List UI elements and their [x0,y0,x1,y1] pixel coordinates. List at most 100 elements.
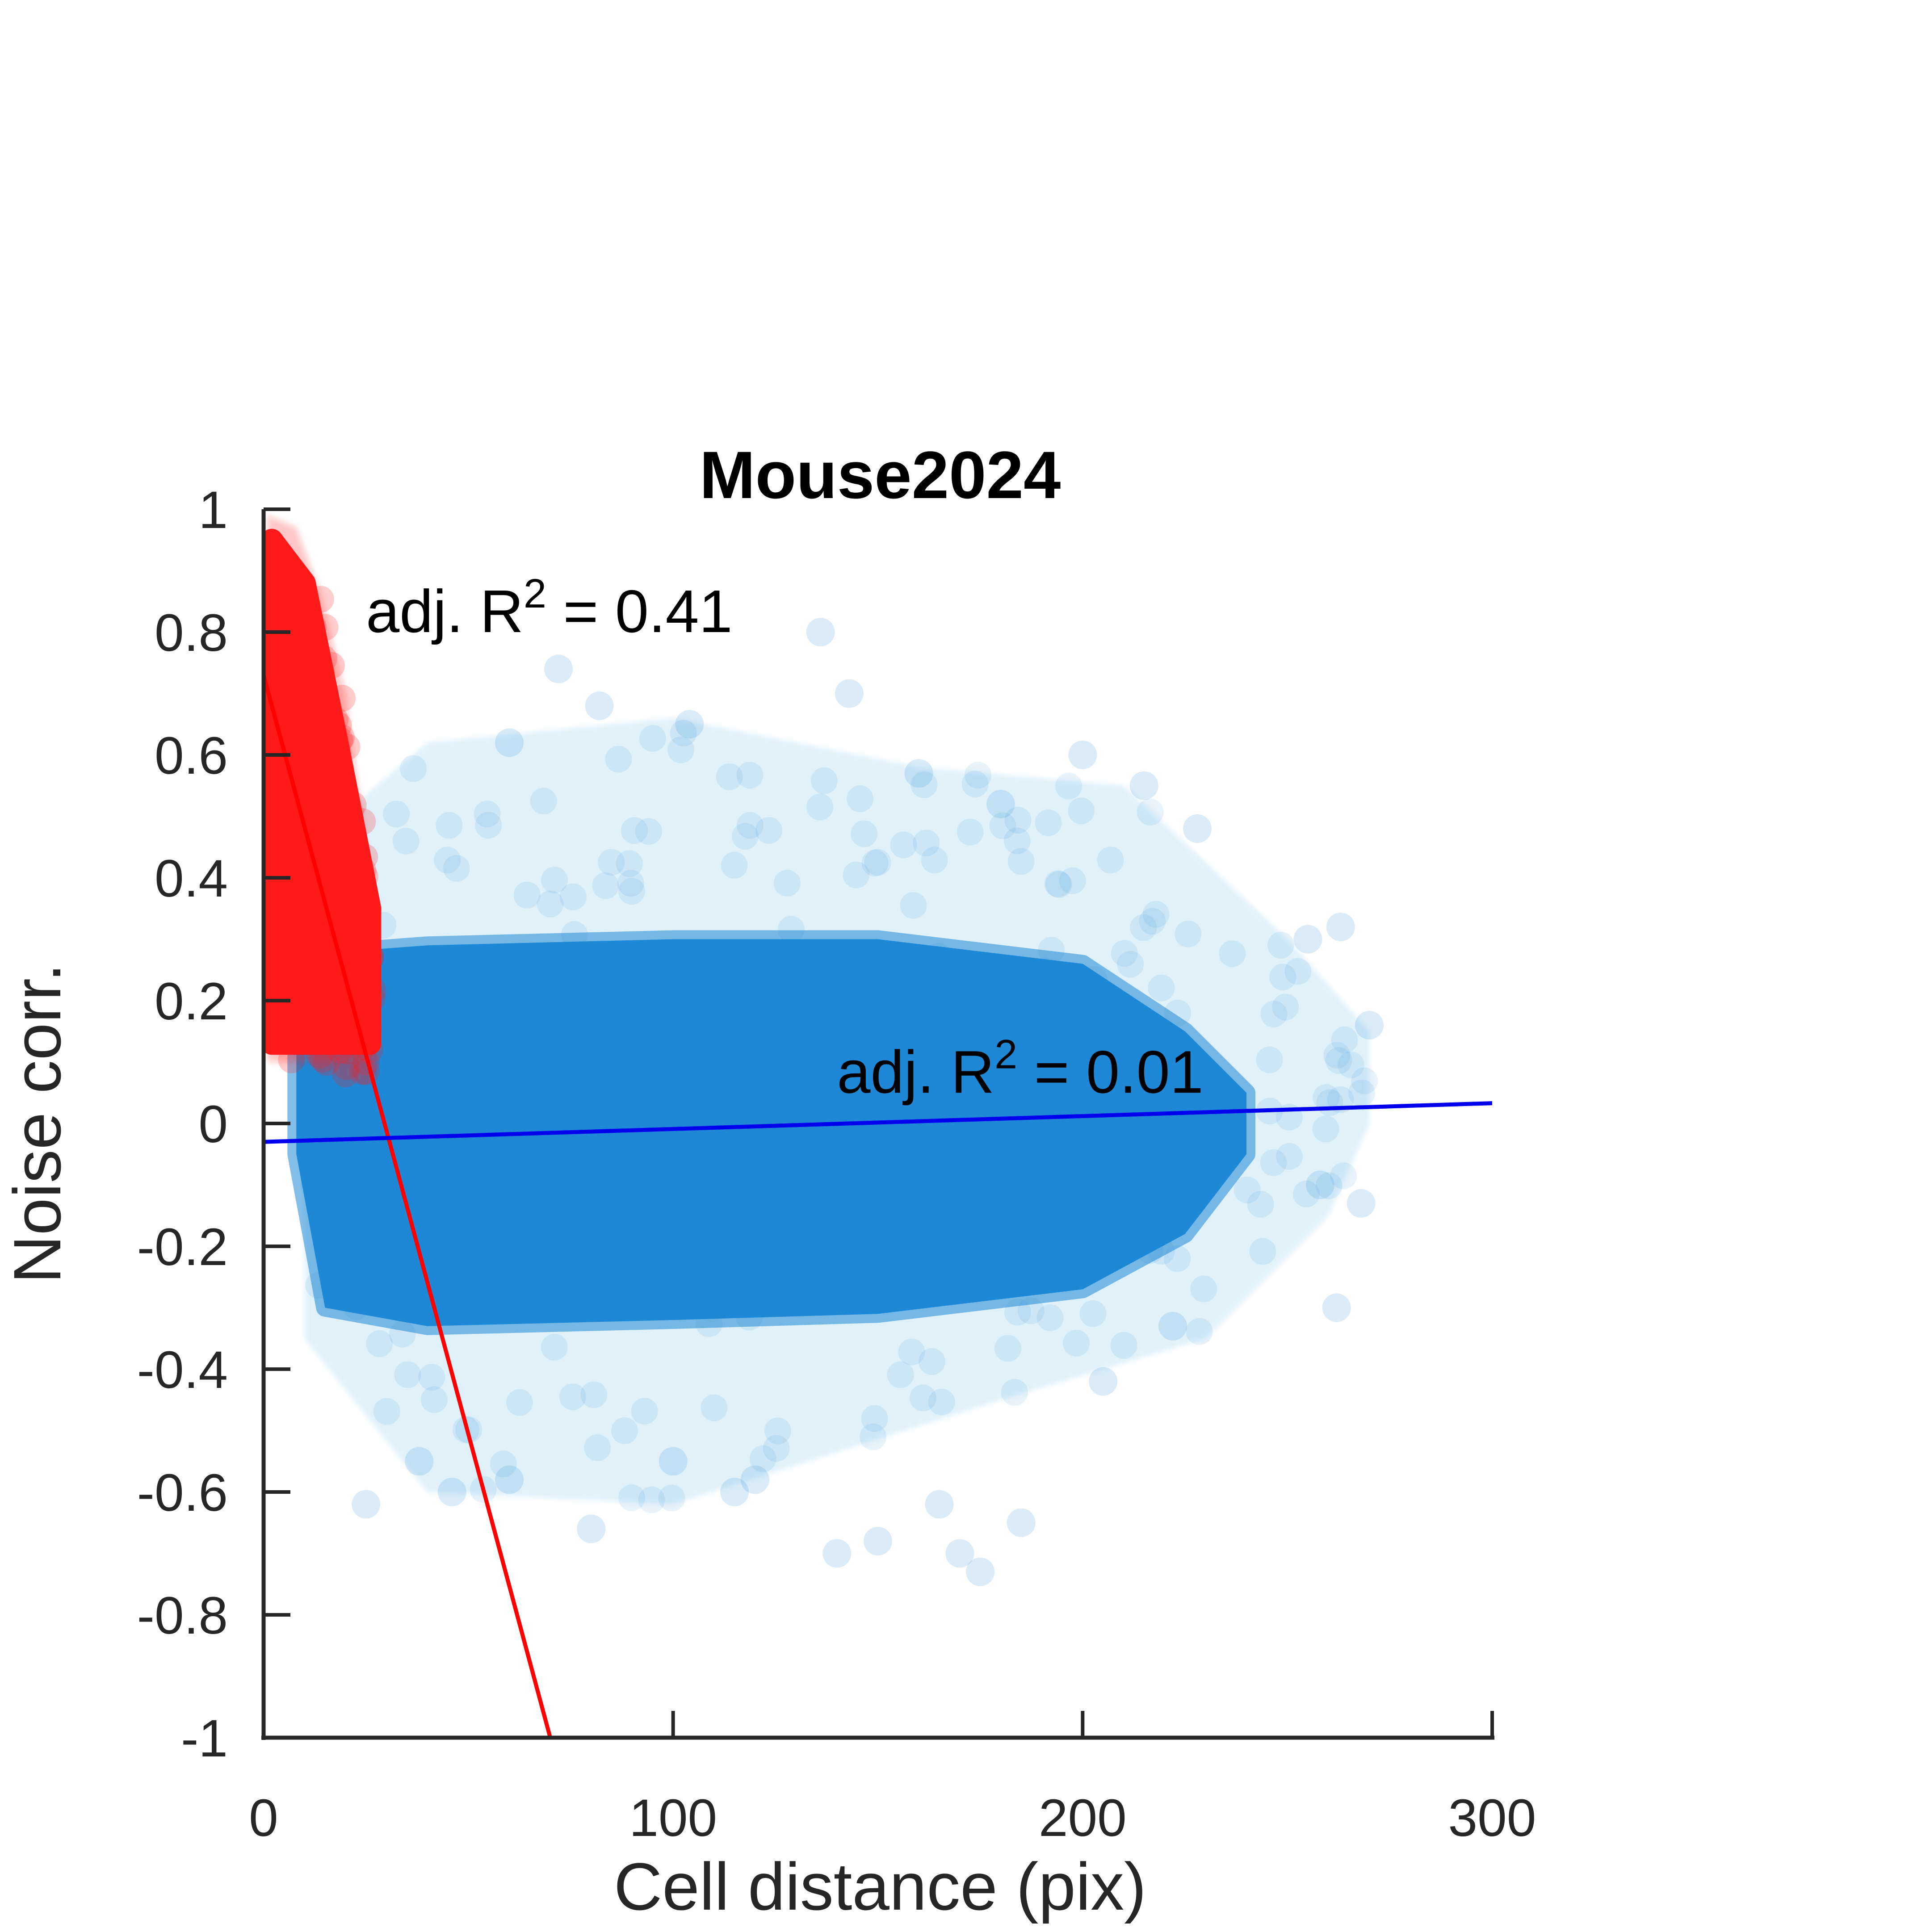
near-point [283,744,310,771]
far-point [618,1484,646,1511]
near-point [296,698,323,725]
far-point [617,870,645,897]
y-tick-label: -0.8 [137,1586,228,1645]
far-point [1351,1067,1378,1094]
far-point [1007,848,1035,875]
far-point [731,823,759,850]
far-point [541,867,568,894]
far-point [1045,871,1072,898]
far-point [928,1388,955,1416]
near-point [264,882,283,909]
near-point [278,1046,305,1073]
near-point [306,1042,334,1069]
far-point [559,1383,586,1410]
far-point [1001,1379,1028,1406]
far-point [843,861,870,888]
far-point [1260,1001,1288,1028]
far-point [1337,1051,1364,1078]
far-outlier-point [1293,925,1322,954]
x-axis-label: Cell distance (pix) [614,1849,1146,1924]
far-point [1137,798,1164,826]
far-outlier-point [720,1478,749,1506]
far-point [1004,807,1032,834]
near-point [307,718,335,746]
near-point [311,799,338,826]
y-tick-label: 0 [198,1095,228,1154]
far-point [887,1361,914,1388]
near-point [275,869,302,896]
far-point [1059,867,1086,894]
far_r2-annotation: adj. R2 = 0.01 [837,1031,1203,1106]
near-point [285,742,313,770]
near-point [264,936,284,963]
near-point [332,837,360,864]
near-point [340,791,367,818]
text-layer: 1 0.8 0.6 0.4 0.2 0 -0.2 -0.4 -0.6 -0.8 -1 0 100 200 3… [0,437,1536,1924]
near-point [312,705,340,733]
near-point [269,688,296,715]
far-outlier-point [945,1539,974,1568]
far-point [847,785,874,813]
far-outlier-point [1129,771,1158,800]
far-point [1003,827,1031,855]
annotation-superscript: 2 [524,571,546,616]
near-point [322,859,349,886]
far-point [639,725,666,752]
near-point [288,915,315,943]
plot-area [264,515,1492,1738]
far-point [1234,1176,1261,1203]
near-point [303,818,331,845]
near-point [264,769,291,796]
far-outlier-point [1326,913,1355,941]
far-outlier-point [1089,1367,1118,1396]
far-point [1272,993,1299,1021]
near-point [273,692,300,720]
far-point [764,1417,792,1445]
far-point [434,847,461,874]
far-outlier-point [659,1447,688,1476]
near-point [307,734,335,761]
far-point [1035,809,1062,836]
far-point [392,827,420,855]
near-point [296,977,323,1004]
near_r2-annotation: adj. R2 = 0.41 [366,571,732,645]
far-point [580,1381,608,1408]
far-point [961,771,989,798]
far-point [1267,931,1294,959]
annotation-value: = 0.01 [1017,1038,1204,1106]
far-point [598,849,625,876]
near-point [283,920,310,947]
near-point [284,571,311,598]
near-point [300,693,327,720]
far-point [806,793,834,821]
near-point [318,847,345,875]
y-tick-label: -1 [181,1709,228,1768]
far-point [919,1348,946,1375]
near-point [332,1060,359,1088]
near-point [354,904,381,931]
near-point [348,868,375,895]
near-point [288,894,315,922]
near-point [311,1004,338,1031]
far-point [1097,847,1124,874]
near-point [272,680,299,707]
annotation-prefix: adj. R [366,578,524,645]
far-point [490,1450,517,1478]
far-point [616,850,643,877]
far-point [921,847,948,874]
far-point [394,1361,421,1388]
far-point [1284,958,1312,985]
near_fit-line [264,675,553,1738]
near-point [264,550,285,577]
near-point [300,614,327,641]
y-tick-label: -0.6 [137,1463,228,1522]
near-point [328,724,355,751]
far-point [965,762,992,789]
near-point [264,652,289,679]
near-point [309,1045,336,1073]
near-point [311,614,339,641]
far-outlier-point [585,691,614,720]
far-point [530,788,557,815]
